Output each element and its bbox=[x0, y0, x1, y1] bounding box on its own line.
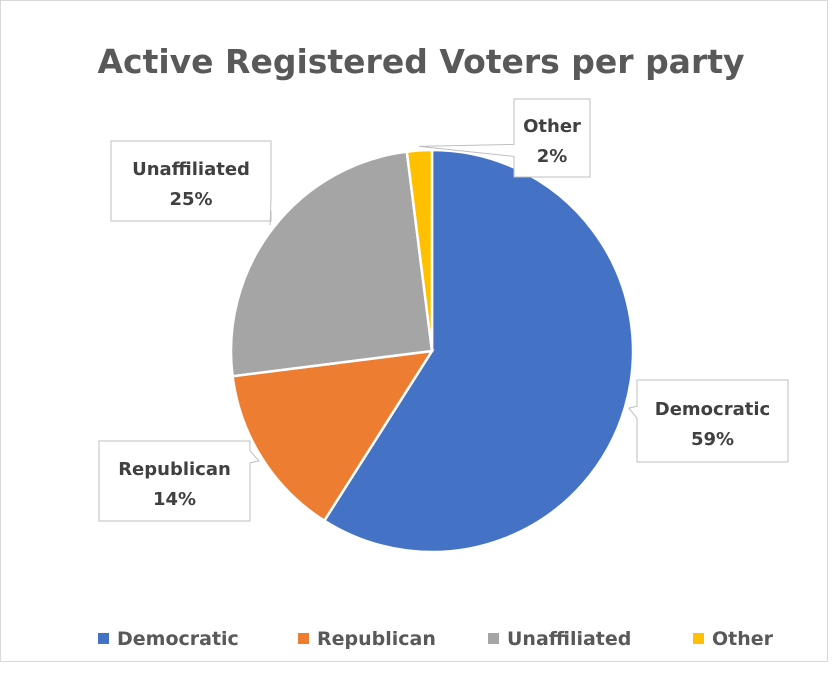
legend-item-other: Other bbox=[693, 628, 774, 650]
data-label-category: Unaffiliated bbox=[132, 159, 250, 180]
data-label-category: Other bbox=[523, 116, 581, 137]
legend-label: Other bbox=[712, 628, 774, 650]
callout-box bbox=[627, 379, 789, 463]
pie-slice-unaffiliated bbox=[229, 150, 434, 378]
callout-box bbox=[110, 140, 272, 226]
legend-swatch bbox=[298, 633, 309, 644]
legend-item-republican: Republican bbox=[298, 628, 436, 650]
data-label-unaffiliated: Unaffiliated 25% bbox=[110, 140, 272, 226]
data-label-democratic: Democratic 59% bbox=[627, 379, 789, 463]
data-label-other: Other 2% bbox=[419, 98, 591, 178]
legend-label: Republican bbox=[317, 628, 436, 650]
chart-title: Active Registered Voters per party bbox=[97, 42, 744, 81]
pie-slice-republican bbox=[231, 349, 435, 523]
legend-swatch bbox=[488, 633, 499, 644]
chart-legend: Democratic Republican Unaffiliated Other bbox=[98, 628, 774, 650]
legend-swatch bbox=[693, 633, 704, 644]
callout-box bbox=[419, 98, 591, 178]
data-label-category: Democratic bbox=[655, 399, 770, 420]
data-label-republican: Republican 14% bbox=[98, 440, 260, 522]
data-label-value: 25% bbox=[169, 189, 212, 210]
data-label-value: 14% bbox=[153, 489, 196, 510]
legend-label: Democratic bbox=[117, 628, 239, 650]
data-label-category: Republican bbox=[118, 459, 231, 480]
data-label-value: 2% bbox=[537, 146, 568, 167]
legend-swatch bbox=[98, 633, 109, 644]
pie-slice-democratic bbox=[322, 148, 635, 554]
data-label-callouts: Democratic 59% Republican 14% Unaffiliated 25… bbox=[98, 98, 789, 522]
pie-slices bbox=[229, 148, 635, 554]
chart-area: Active Registered Voters per party Democ… bbox=[0, 0, 828, 662]
legend-item-unaffiliated: Unaffiliated bbox=[488, 628, 631, 650]
callout-box bbox=[98, 440, 260, 522]
data-label-value: 59% bbox=[691, 429, 734, 450]
pie-slice-other bbox=[405, 148, 434, 352]
legend-label: Unaffiliated bbox=[507, 628, 631, 650]
legend-item-democratic: Democratic bbox=[98, 628, 239, 650]
